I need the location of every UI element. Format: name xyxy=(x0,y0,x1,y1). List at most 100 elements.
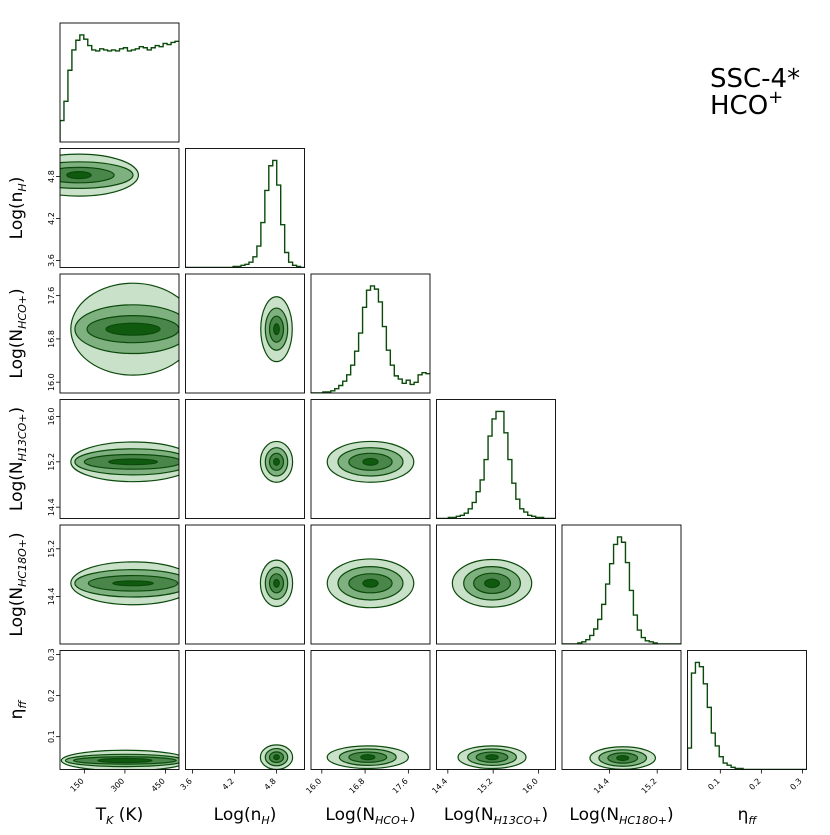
y-axis-label-tail: ) xyxy=(7,288,27,295)
contour-level-4 xyxy=(112,580,154,587)
panel-log_N_HC18O+-vs-log_N_HC18O+ xyxy=(562,536,681,644)
contour-level-4 xyxy=(273,457,280,466)
contour-level-4 xyxy=(108,458,158,466)
panel-frame xyxy=(59,22,180,143)
y-tick-label: 17.6 xyxy=(47,287,56,305)
x-tick-label: 0.2 xyxy=(747,777,762,792)
x-axis-label-main: η xyxy=(738,805,749,825)
y-axis-label-log_N_HC18O+: Log(NHC18O+) xyxy=(7,532,29,636)
figure-title-line-2: HCO+ xyxy=(710,87,783,121)
x-tick-label: 150 xyxy=(69,777,86,794)
panel-frame xyxy=(436,524,556,645)
panel-T_K-vs-log_N_HC18O+ xyxy=(70,561,179,606)
x-axis-label-tail: (K) xyxy=(113,805,143,825)
panel-frame xyxy=(436,650,556,770)
y-axis-label-log_nH: Log(nH) xyxy=(7,177,29,240)
x-axis-label-log_nH: Log(nH) xyxy=(214,805,277,827)
x-tick-label: 14.4 xyxy=(592,777,611,796)
panel-grid: 3.6 4.2 4.8 16.0 16.8 17.6 14.4 15.2 16.0 14.4 15.… xyxy=(7,22,807,827)
panel-T_K-vs-T_K xyxy=(60,34,179,142)
x-axis-label-log_N_H13CO+: Log(NH13CO+) xyxy=(444,805,548,827)
histogram-log_nH xyxy=(185,159,305,268)
y-tick-label: 14.4 xyxy=(47,587,56,605)
contour-level-4 xyxy=(360,754,376,761)
figure-title-line-1: SSC-4* xyxy=(710,64,800,94)
y-axis-label-log_N_H13CO+: Log(NH13CO+) xyxy=(7,407,29,511)
contour-level-4 xyxy=(362,457,379,466)
panel-log_N_H13CO+-vs-log_N_HC18O+ xyxy=(451,558,533,608)
x-axis-label-eta_ff: ηff xyxy=(738,805,758,827)
y-tick-label: 15.2 xyxy=(47,540,56,558)
x-axis-label-subscript: HCO+ xyxy=(375,814,409,827)
histogram-T_K xyxy=(60,34,179,142)
contour-level-4 xyxy=(485,754,499,761)
histogram-log_N_HCO+ xyxy=(311,285,430,393)
x-axis-label-subscript: H xyxy=(261,814,269,827)
x-axis-label-main: Log(n xyxy=(214,805,262,825)
histogram-eta_ff xyxy=(687,661,807,770)
contour-level-4 xyxy=(616,754,630,762)
panel-frame xyxy=(310,399,431,519)
y-axis-label-main: Log(n xyxy=(7,192,27,240)
x-axis-label-subscript: H13CO+ xyxy=(494,814,542,827)
figure-title-charge: + xyxy=(768,87,783,108)
panel-frame xyxy=(59,273,180,394)
x-axis-label-tail: ) xyxy=(541,805,548,825)
panel-log_nH-vs-log_nH xyxy=(185,159,305,268)
panel-T_K-vs-log_nH xyxy=(60,153,140,197)
y-axis-label-tail: ) xyxy=(7,532,27,539)
y-axis-label-subscript: ff xyxy=(16,700,29,709)
panel-eta_ff-vs-eta_ff xyxy=(687,661,807,770)
panel-log_N_H13CO+-vs-log_N_H13CO+ xyxy=(436,410,556,519)
contour-level-4 xyxy=(484,578,500,589)
x-axis-label-log_N_HC18O+: Log(NHC18O+) xyxy=(569,805,673,827)
x-tick-label: 450 xyxy=(150,777,167,794)
panel-frame xyxy=(561,524,682,645)
panel-T_K-vs-log_N_H13CO+ xyxy=(70,441,179,483)
panel-frame xyxy=(59,524,180,645)
contour-level-4 xyxy=(362,578,379,588)
y-axis-label-log_N_HCO+: Log(NHCO+) xyxy=(7,288,29,378)
y-tick-label: 0.1 xyxy=(47,730,56,743)
x-axis-label-tail: ) xyxy=(270,805,277,825)
x-tick-label: 0.3 xyxy=(788,777,803,792)
x-tick-label: 300 xyxy=(109,777,126,794)
x-axis-label-tail: ) xyxy=(409,805,416,825)
panel-log_N_H13CO+-vs-eta_ff xyxy=(457,745,527,770)
x-axis-label-subscript: K xyxy=(106,814,114,827)
y-tick-label: 3.6 xyxy=(47,254,56,267)
y-tick-label: 4.8 xyxy=(47,170,56,183)
y-tick-label: 16.8 xyxy=(47,330,56,348)
contour-level-4 xyxy=(105,322,161,336)
y-axis-label-subscript: HCO+ xyxy=(16,295,29,329)
y-axis-label-tail: ) xyxy=(7,407,27,414)
y-axis-label-main: Log(N xyxy=(7,329,27,379)
y-tick-label: 0.2 xyxy=(47,689,56,702)
x-tick-label: 16.8 xyxy=(348,777,367,796)
x-axis-label-tail: ) xyxy=(667,805,674,825)
contour-level-4 xyxy=(66,171,92,180)
panel-frame xyxy=(687,650,807,770)
x-tick-label: 0.1 xyxy=(706,777,721,792)
x-axis-label-main: Log(N xyxy=(444,805,494,825)
panel-log_N_HCO+-vs-log_N_HC18O+ xyxy=(326,558,415,609)
x-tick-label: 4.2 xyxy=(221,777,236,792)
figure-title-species: HCO xyxy=(710,91,768,121)
x-axis-label-main: Log(N xyxy=(569,805,619,825)
panel-log_nH-vs-eta_ff xyxy=(259,744,294,770)
y-tick-label: 16.0 xyxy=(47,373,56,391)
y-tick-label: 16.0 xyxy=(47,408,56,426)
panel-frame xyxy=(310,650,431,770)
y-tick-label: 4.2 xyxy=(47,212,56,225)
x-tick-label: 16.0 xyxy=(521,777,540,796)
contour-level-4 xyxy=(273,578,280,588)
panel-frame xyxy=(436,399,556,519)
x-axis-label-main: Log(N xyxy=(325,805,375,825)
panel-log_N_HCO+-vs-log_N_H13CO+ xyxy=(326,440,415,483)
x-tick-label: 4.8 xyxy=(263,777,278,792)
panel-frame xyxy=(310,524,431,645)
y-axis-label-main: η xyxy=(7,709,27,720)
x-axis-label-main: T xyxy=(95,805,107,825)
panel-T_K-vs-eta_ff xyxy=(60,749,179,770)
